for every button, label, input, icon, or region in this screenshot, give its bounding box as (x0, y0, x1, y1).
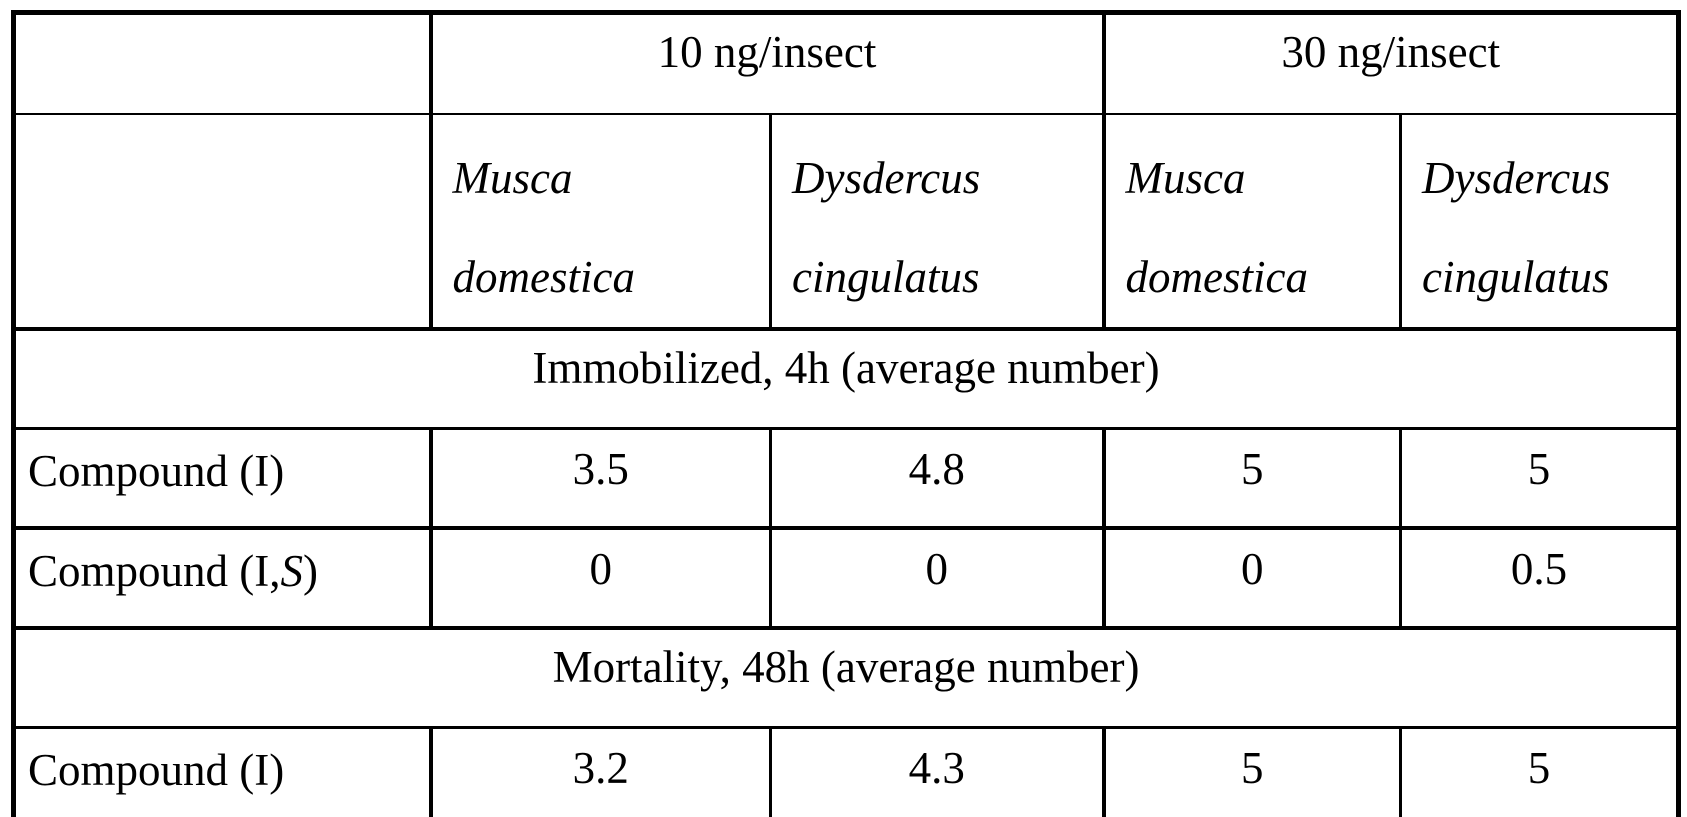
data-cell: 0 (429, 528, 772, 630)
species-header-dysdercus-10: Dysdercus cingulatus (769, 114, 1105, 331)
corner-empty-cell (12, 114, 433, 331)
species-line2: domestica (452, 252, 635, 302)
species-line1: Dysdercus (792, 153, 981, 203)
section-header-row-mortality: Mortality, 48h (average number) (12, 628, 1680, 729)
row-label-text: Compound (I) (28, 446, 285, 496)
dose-header-row: 10 ng/insect 30 ng/insect (12, 12, 1680, 115)
species-header-musca-30: Musca domestica (1101, 114, 1402, 331)
section-header-row-immobilized: Immobilized, 4h (average number) (12, 329, 1680, 430)
section-title-mortality: Mortality, 48h (average number) (12, 628, 1680, 729)
table-row: Compound (I) 3.5 4.8 5 5 (12, 428, 1680, 530)
section-title-immobilized: Immobilized, 4h (average number) (12, 329, 1680, 430)
results-table: 10 ng/insect 30 ng/insect Musca domestic… (11, 10, 1681, 817)
table-row: Compound (I) 3.2 4.3 5 5 (12, 727, 1680, 817)
data-cell: 3.5 (429, 428, 772, 530)
data-cell: 4.8 (769, 428, 1105, 530)
species-line1: Dysdercus (1422, 153, 1611, 203)
corner-empty-cell (12, 12, 433, 115)
data-cell: 5 (1101, 727, 1402, 817)
row-label-close: ) (303, 546, 318, 596)
dose-header-30ng: 30 ng/insect (1101, 12, 1680, 115)
table-row: Compound (I,S) 0 0 0 0.5 (12, 528, 1680, 630)
dose-header-10ng: 10 ng/insect (428, 12, 1105, 115)
row-label-compound-i: Compound (I) (12, 428, 433, 530)
species-line1: Musca (1125, 153, 1246, 203)
species-line2: cingulatus (1422, 252, 1610, 302)
data-cell: 4.3 (769, 727, 1105, 817)
species-line1: Musca (452, 153, 573, 203)
species-header-dysdercus-30: Dysdercus cingulatus (1399, 114, 1680, 331)
species-line2: cingulatus (792, 252, 980, 302)
data-cell: 5 (1101, 428, 1402, 530)
data-cell: 0.5 (1399, 528, 1680, 630)
data-cell: 5 (1399, 727, 1680, 817)
species-header-musca-10: Musca domestica (429, 114, 772, 331)
species-header-row: Musca domestica Dysdercus cingulatus Mus… (12, 114, 1680, 331)
row-label-italic: S (280, 546, 304, 596)
data-cell: 0 (1101, 528, 1402, 630)
data-cell: 5 (1399, 428, 1680, 530)
data-cell: 0 (769, 528, 1105, 630)
row-label-text: Compound (I) (28, 745, 285, 795)
species-line2: domestica (1125, 252, 1308, 302)
row-label-text: Compound (I, (28, 546, 281, 596)
data-cell: 3.2 (429, 727, 772, 817)
row-label-compound-is: Compound (I,S) (12, 528, 433, 630)
row-label-compound-i: Compound (I) (12, 727, 433, 817)
